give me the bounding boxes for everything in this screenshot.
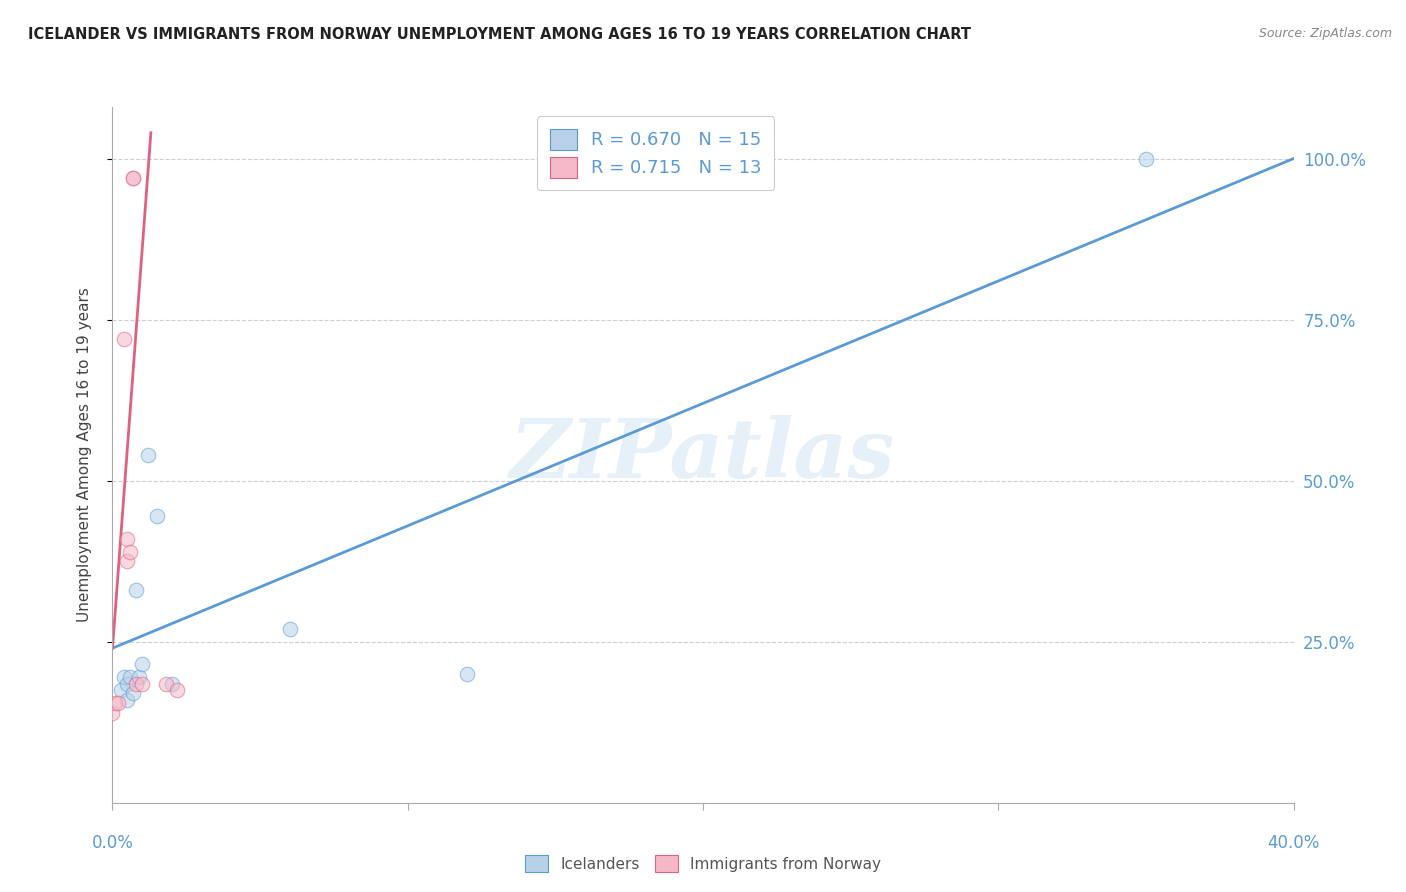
Point	[131, 657, 153, 672]
Point	[117, 532, 138, 546]
Point	[128, 670, 150, 684]
Text: 0.0%: 0.0%	[91, 834, 134, 852]
Y-axis label: Unemployment Among Ages 16 to 19 years: Unemployment Among Ages 16 to 19 years	[77, 287, 91, 623]
Text: Source: ZipAtlas.com: Source: ZipAtlas.com	[1258, 27, 1392, 40]
Point	[146, 509, 169, 524]
Point	[117, 692, 138, 706]
Point	[112, 670, 135, 684]
Point	[125, 676, 148, 690]
Legend: Icelanders, Immigrants from Norway: Icelanders, Immigrants from Norway	[517, 847, 889, 880]
Point	[278, 622, 301, 636]
Point	[120, 544, 142, 558]
Point	[125, 583, 148, 598]
Text: ICELANDER VS IMMIGRANTS FROM NORWAY UNEMPLOYMENT AMONG AGES 16 TO 19 YEARS CORRE: ICELANDER VS IMMIGRANTS FROM NORWAY UNEM…	[28, 27, 972, 42]
Point	[117, 676, 138, 690]
Point	[136, 448, 159, 462]
Point	[120, 670, 142, 684]
Point	[110, 683, 132, 698]
Point	[160, 676, 183, 690]
Point	[122, 686, 145, 700]
Point	[112, 332, 135, 346]
Point	[155, 676, 177, 690]
Point	[104, 696, 127, 710]
Point	[456, 667, 478, 681]
Point	[166, 683, 188, 698]
Point	[122, 170, 145, 185]
Legend: R = 0.670   N = 15, R = 0.715   N = 13: R = 0.670 N = 15, R = 0.715 N = 13	[537, 116, 775, 190]
Point	[122, 170, 145, 185]
Point	[1135, 152, 1157, 166]
Point	[107, 696, 129, 710]
Point	[131, 676, 153, 690]
Text: ZIPatlas: ZIPatlas	[510, 415, 896, 495]
Point	[101, 706, 124, 720]
Text: 40.0%: 40.0%	[1267, 834, 1320, 852]
Point	[117, 554, 138, 568]
